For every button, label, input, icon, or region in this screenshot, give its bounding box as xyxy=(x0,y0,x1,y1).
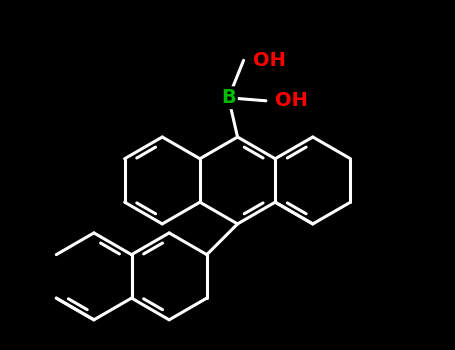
Text: OH: OH xyxy=(253,51,285,70)
Text: B: B xyxy=(221,88,236,107)
Text: OH: OH xyxy=(275,91,308,110)
